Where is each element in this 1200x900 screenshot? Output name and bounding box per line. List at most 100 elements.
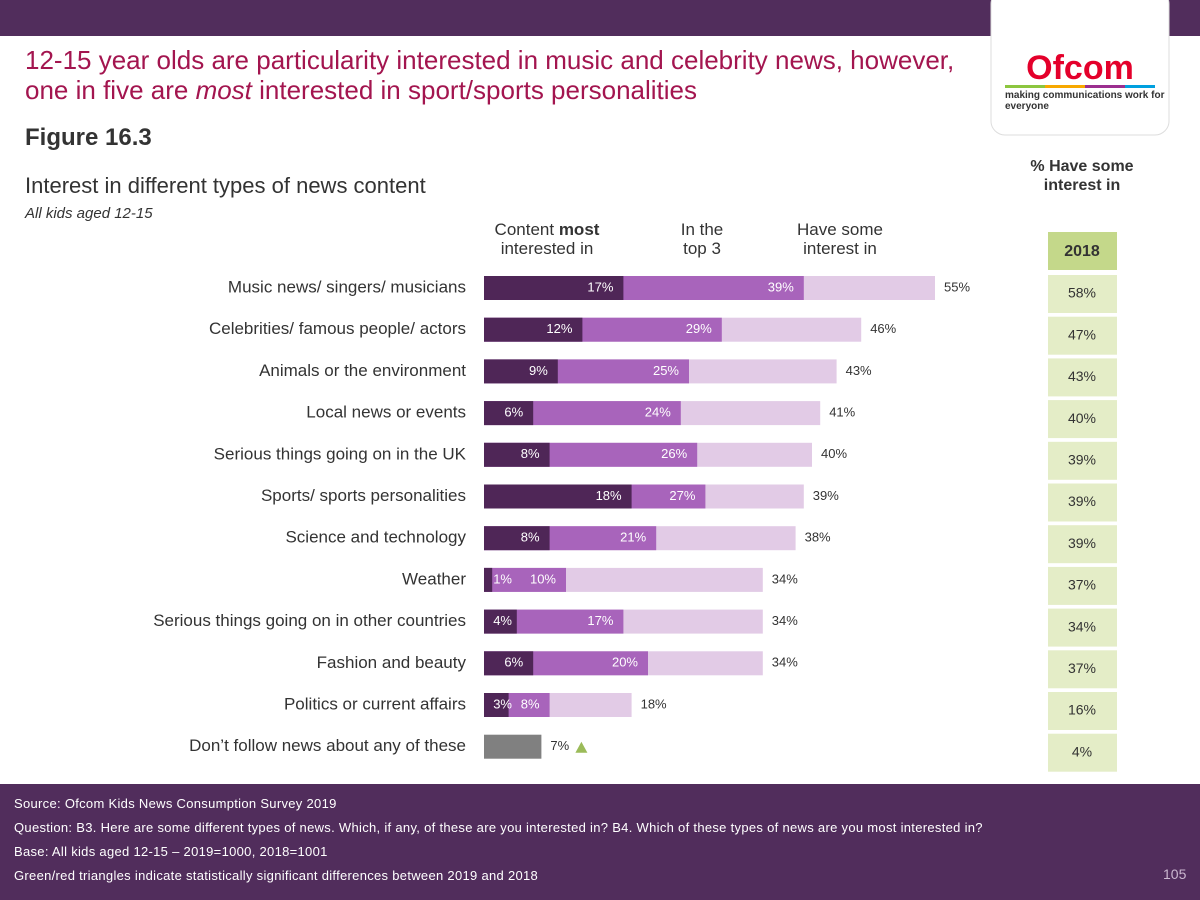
comparison-value: 39% [1068, 452, 1096, 468]
legend-label: In the top 3 [680, 220, 724, 258]
comparison-cell [1048, 316, 1117, 355]
comparison-cell [1048, 733, 1117, 772]
bar [484, 609, 517, 634]
logo-tagline: making communications work for everyone [1005, 90, 1165, 112]
value-label: 43% [846, 363, 872, 378]
footer-line: Green/red triangles indicate statistical… [14, 868, 539, 883]
comparison-header: 2018 [1064, 243, 1100, 260]
value-label: 34% [772, 571, 798, 586]
value-label: 24% [645, 405, 671, 420]
comparison-cell [1048, 566, 1117, 605]
bar [484, 317, 583, 342]
category-label: Weather [402, 569, 466, 588]
value-label: 8% [521, 446, 540, 461]
comparison-cell [1048, 358, 1117, 397]
value-label: 26% [661, 446, 687, 461]
value-label: 6% [504, 655, 523, 670]
value-label: 9% [529, 363, 548, 378]
footer-line: Question: B3. Here are some different ty… [14, 820, 983, 835]
comparison-cell [1048, 608, 1117, 647]
value-label: 46% [870, 321, 896, 336]
bar [484, 276, 624, 300]
value-label: 1% [493, 571, 512, 586]
value-label: 21% [620, 530, 646, 545]
comparison-cell [1048, 650, 1117, 689]
comparison-value: 58% [1068, 285, 1096, 301]
value-label: 20% [612, 655, 638, 670]
logo-name: Ofcom [1026, 49, 1134, 87]
comparison-value: 39% [1068, 493, 1096, 509]
footer-line: Base: All kids aged 12-15 – 2019=1000, 2… [14, 844, 328, 859]
logo-strip [1125, 85, 1155, 88]
value-label: 12% [546, 321, 572, 336]
footer: Source: Ofcom Kids News Consumption Surv… [14, 792, 1134, 888]
comparison-cell [1048, 483, 1117, 522]
bar [484, 359, 558, 384]
footer-bar [0, 784, 1200, 900]
value-label: 18% [641, 696, 667, 711]
value-label: 34% [772, 655, 798, 670]
comparison-value: 39% [1068, 535, 1096, 551]
bar [484, 567, 493, 592]
category-label: Celebrities/ famous people/ actors [209, 319, 466, 338]
comparison-header-cell [1048, 232, 1117, 270]
category-label: Don’t follow news about any of these [189, 736, 466, 755]
value-label: 39% [813, 488, 839, 503]
category-label: Politics or current affairs [284, 694, 466, 713]
value-label: 8% [521, 530, 540, 545]
subtitle: Interest in different types of news cont… [25, 173, 426, 198]
comparison-cell [1048, 441, 1117, 480]
note: All kids aged 12-15 [25, 205, 153, 222]
value-label: 25% [653, 363, 679, 378]
comparison-cell [1048, 692, 1117, 730]
comparison-cell [1048, 275, 1117, 313]
comparison-value: 43% [1068, 368, 1096, 384]
value-label: 4% [493, 613, 512, 628]
comparison-value: 16% [1068, 702, 1096, 718]
value-label: 18% [596, 488, 622, 503]
value-label: 17% [587, 279, 613, 294]
category-label: Serious things going on in the UK [214, 444, 467, 463]
category-label: Local news or events [306, 403, 466, 422]
value-label: 27% [669, 488, 695, 503]
category-label: Fashion and beauty [317, 653, 467, 672]
value-label: 3% [493, 696, 512, 711]
legend-label: Have some interest in [797, 220, 883, 258]
comparison-value: 34% [1068, 618, 1096, 634]
bar [484, 651, 534, 676]
chart-title: 12-15 year olds are particularity intere… [25, 45, 955, 105]
bar [484, 442, 550, 467]
value-label: 17% [587, 613, 613, 628]
bar [484, 734, 542, 759]
value-label: 7% [550, 738, 569, 753]
value-label: 38% [805, 530, 831, 545]
category-label: Serious things going on in other countri… [153, 611, 466, 630]
comparison-title: % Have some interest in [1030, 158, 1134, 194]
significance-marker [575, 741, 588, 753]
comparison-value: 37% [1068, 660, 1096, 676]
comparison-cell [1048, 525, 1117, 564]
comparison-value: 47% [1068, 326, 1096, 342]
category-label: Animals or the environment [259, 361, 466, 380]
bar [484, 567, 566, 592]
figure-label: Figure 16.3 [25, 124, 152, 151]
value-label: 39% [768, 279, 794, 294]
bar [484, 693, 509, 717]
logo-strip [1005, 85, 1045, 88]
value-label: 55% [944, 279, 970, 294]
bar [484, 484, 632, 509]
legend-label: Content most interested in [494, 220, 600, 258]
value-label: 34% [772, 613, 798, 628]
value-label: 6% [504, 405, 523, 420]
comparison-cell [1048, 400, 1117, 439]
category-label: Sports/ sports personalities [261, 486, 466, 505]
comparison-value: 37% [1068, 577, 1096, 593]
value-label: 29% [686, 321, 712, 336]
category-label: Science and technology [285, 528, 466, 547]
value-label: 8% [521, 696, 540, 711]
value-label: 10% [530, 571, 556, 586]
bar [484, 526, 550, 551]
page-number: 105 [1163, 866, 1187, 882]
